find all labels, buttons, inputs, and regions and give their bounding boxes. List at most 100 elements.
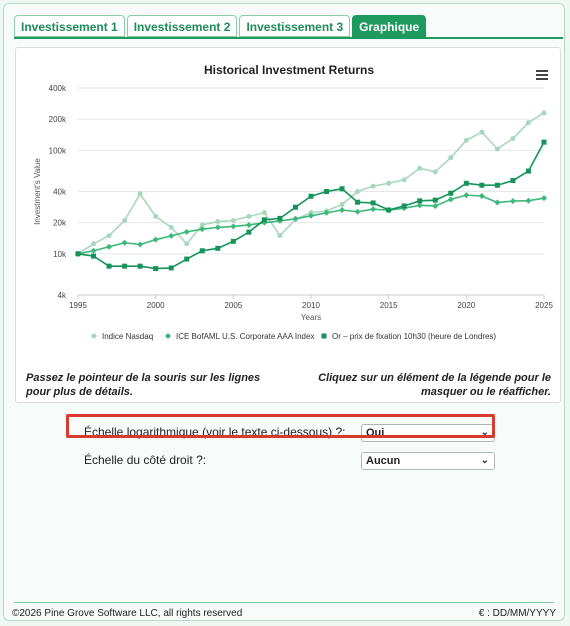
chart-title: Historical Investment Returns: [204, 63, 374, 77]
chart-panel: Historical Investment Returns 4k 10k 20k 40k…: [14, 37, 563, 603]
data-point-series-3: [463, 180, 469, 186]
data-point-series-1: [355, 189, 361, 194]
data-point-series-1: [153, 213, 159, 219]
data-point-series-2: [137, 241, 144, 248]
data-point-series-3: [106, 263, 112, 269]
data-point-series-1: [106, 233, 112, 239]
chevron-down-icon: ⌄: [480, 455, 489, 466]
hint-legend: Cliquez sur un élément de la légende pou…: [318, 372, 551, 398]
tab-graphique[interactable]: Graphique: [352, 15, 427, 37]
data-point-series-3: [417, 198, 423, 204]
data-point-series-1: [432, 169, 438, 175]
y-tick-label: 200k: [49, 115, 67, 124]
data-point-series-3: [324, 189, 330, 194]
chart-card: Historical Investment Returns 4k 10k 20k 40k…: [15, 47, 561, 403]
data-point-series-3: [184, 256, 190, 262]
y-axis-label: Investment's Value: [33, 158, 42, 225]
data-point-series-2: [432, 202, 439, 209]
data-point-series-3: [199, 248, 205, 254]
tab-investissement-3[interactable]: Investissement 3: [239, 15, 351, 37]
footer-copyright: ©2026 Pine Grove Software LLC, all right…: [12, 608, 243, 619]
data-point-series-2: [199, 226, 206, 233]
data-point-series-1: [479, 129, 485, 135]
data-point-series-2: [152, 236, 159, 243]
data-point-series-3: [75, 251, 81, 257]
data-point-series-3: [479, 182, 485, 188]
data-point-series-1: [339, 201, 345, 207]
tab-investissement-1[interactable]: Investissement 1: [14, 15, 125, 37]
data-point-series-1: [494, 146, 500, 152]
tab-bar: Investissement 1 Investissement 2 Invest…: [14, 15, 427, 37]
legend-marker-3: [321, 333, 327, 339]
tab-investissement-2[interactable]: Investissement 2: [126, 15, 238, 37]
data-point-series-1: [137, 191, 143, 197]
data-point-series-3: [401, 203, 407, 209]
data-point-series-2: [106, 243, 113, 250]
data-point-series-2: [525, 197, 532, 204]
log-scale-select[interactable]: Oui ⌄: [361, 424, 495, 442]
data-point-series-1: [386, 180, 392, 186]
data-point-series-3: [292, 204, 298, 210]
data-point-series-2: [183, 228, 190, 235]
x-tick-label: 2020: [457, 301, 475, 310]
data-point-series-3: [525, 168, 531, 174]
data-point-series-1: [448, 155, 454, 161]
data-point-series-3: [277, 215, 283, 221]
right-scale-select[interactable]: Aucun ⌄: [361, 452, 495, 470]
data-point-series-3: [494, 182, 500, 188]
data-point-series-1: [510, 136, 516, 142]
data-point-series-2: [447, 196, 454, 203]
data-point-series-2: [308, 212, 314, 219]
y-tick-label: 400k: [49, 84, 67, 93]
data-point-series-2: [339, 207, 346, 214]
data-point-series-1: [417, 165, 423, 171]
data-point-series-2: [541, 195, 547, 202]
x-tick-label: 2010: [302, 301, 320, 310]
data-point-series-3: [168, 265, 174, 271]
data-point-series-3: [91, 253, 97, 259]
data-point-series-2: [121, 239, 128, 246]
data-point-series-3: [246, 229, 252, 235]
data-point-series-2: [463, 192, 470, 199]
data-point-series-3: [153, 266, 159, 272]
legend-label-1: Indice Nasdaq: [102, 332, 153, 341]
data-point-series-3: [355, 199, 361, 205]
data-point-series-2: [354, 208, 361, 215]
data-point-series-3: [230, 238, 236, 244]
data-point-series-1: [215, 219, 221, 225]
x-tick-label: 2005: [224, 301, 242, 310]
legend-marker-2: [165, 333, 171, 339]
data-point-series-3: [137, 263, 143, 269]
hint-hover: Passez le pointeur de la souris sur les …: [26, 372, 261, 398]
data-point-series-2: [478, 192, 485, 199]
legend-label-3: Or – prix de fixation 10h30 (heure de Lo…: [332, 332, 496, 341]
chevron-down-icon: ⌄: [480, 427, 489, 438]
data-point-series-1: [463, 137, 469, 143]
data-point-series-3: [386, 207, 392, 213]
data-point-series-1: [168, 224, 174, 230]
log-scale-value: Oui: [366, 427, 385, 439]
data-point-series-1: [401, 177, 407, 183]
data-point-series-1: [184, 241, 190, 247]
x-tick-label: 1995: [69, 301, 87, 310]
data-point-series-3: [215, 245, 221, 251]
hamburger-menu-icon[interactable]: [536, 70, 548, 80]
y-tick-label: 4k: [58, 291, 67, 300]
data-point-series-1: [277, 233, 283, 239]
data-point-series-3: [448, 190, 454, 196]
data-point-series-3: [370, 200, 376, 206]
right-scale-label: Échelle du côté droit ?:: [84, 453, 207, 467]
data-point-series-2: [494, 199, 501, 206]
data-point-series-3: [541, 139, 547, 145]
log-scale-label: Échelle logarithmique (voir le texte ci-…: [84, 425, 346, 439]
data-point-series-1: [370, 183, 376, 189]
x-axis-label: Years: [301, 313, 321, 322]
data-point-series-3: [339, 186, 345, 192]
data-point-series-2: [245, 221, 252, 228]
data-point-series-2: [292, 215, 299, 222]
data-point-series-2: [323, 209, 330, 216]
y-tick-label: 100k: [49, 146, 67, 155]
legend-marker-1: [91, 333, 97, 339]
data-point-series-1: [541, 110, 547, 116]
footer-divider: [14, 602, 554, 603]
